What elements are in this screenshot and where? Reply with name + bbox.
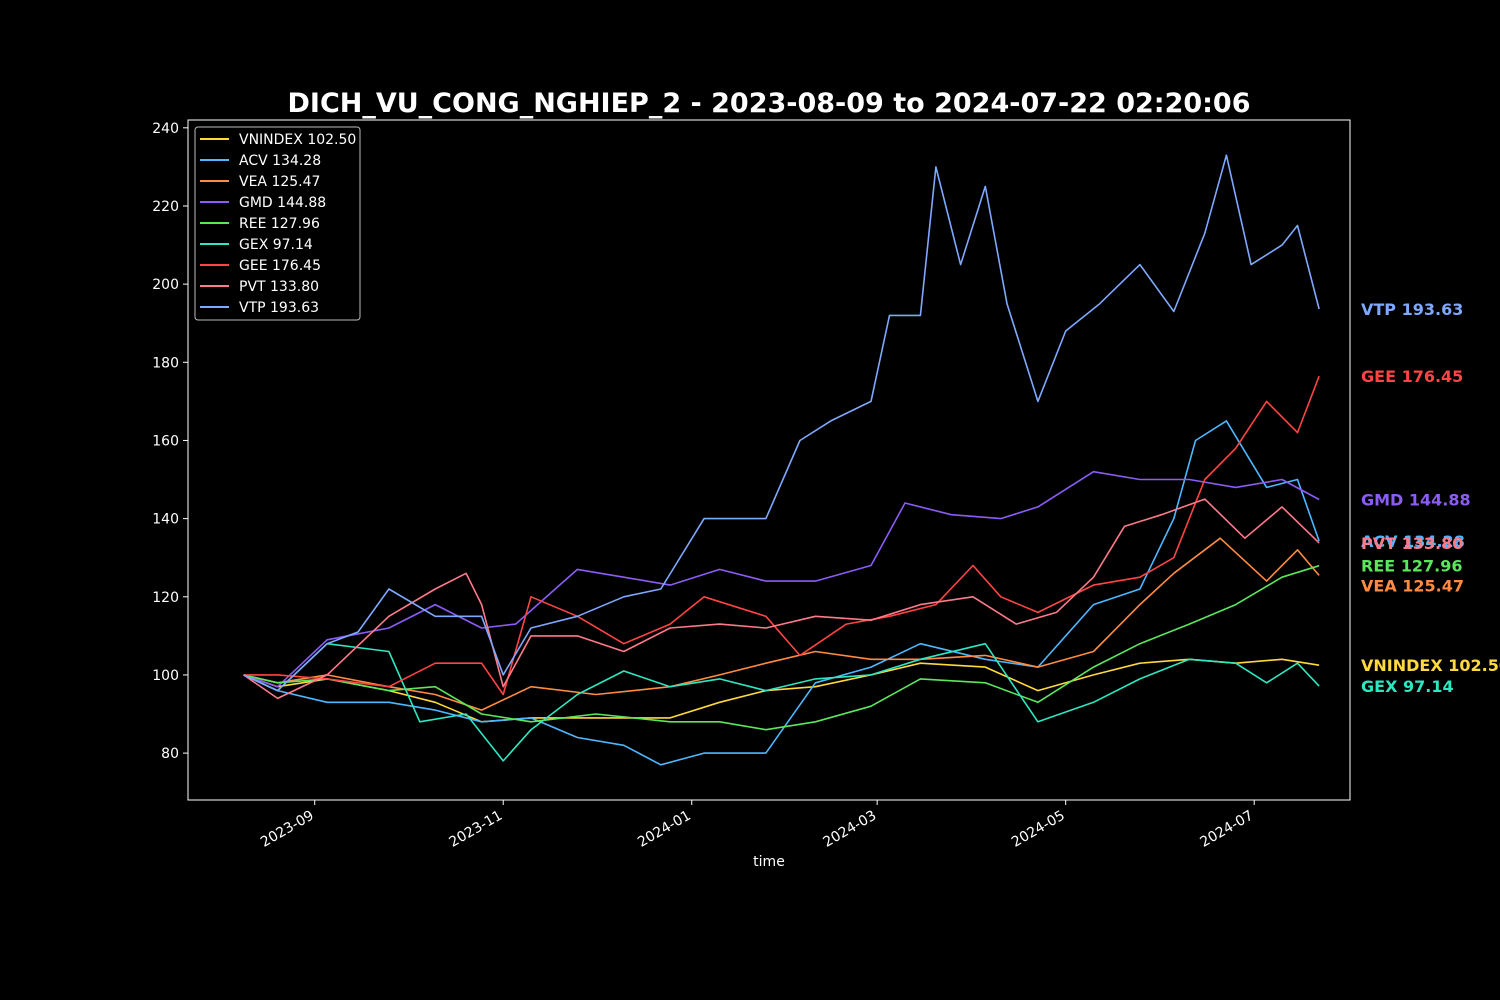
y-tick-label: 140 [152, 512, 179, 528]
plot-frame [187, 119, 1351, 801]
y-tick-label: 180 [152, 355, 179, 371]
series-line-3 [243, 470, 1320, 688]
series-end-labels: VTP 193.63 GEE 176.45 GMD 144.88 ACV 134.28… [1361, 300, 1500, 696]
series-line-2 [243, 537, 1320, 711]
legend-entry: VNINDEX 102.50 [239, 132, 356, 148]
x-axis-label: time [753, 854, 785, 870]
legend-entry: VEA 125.47 [239, 174, 320, 190]
legend-entry: PVT 133.80 [239, 279, 319, 295]
chart-title: DICH_VU_CONG_NGHIEP_2 - 2023-08-09 to 20… [287, 88, 1250, 119]
legend-entry: REE 127.96 [239, 216, 320, 232]
y-tick-label: 240 [152, 121, 179, 137]
series-end-label: ACV 134.28 [1361, 532, 1465, 551]
series-line-6 [243, 375, 1320, 696]
series-line-0 [243, 658, 1320, 723]
series-end-label: GEE 176.45 [1361, 367, 1463, 386]
series-line-5 [243, 642, 1320, 762]
series-end-label: REE 127.96 [1361, 557, 1463, 576]
series-line-4 [243, 564, 1320, 731]
series-end-label: VTP 193.63 [1361, 300, 1463, 319]
y-tick-label: 120 [152, 590, 179, 606]
y-tick-label: 220 [152, 199, 179, 215]
series-lines [243, 154, 1320, 766]
legend-entry: GEE 176.45 [239, 258, 321, 274]
y-tick-label: 160 [152, 433, 179, 449]
y-tick-label: 80 [161, 746, 179, 762]
series-end-label: GEX 97.14 [1361, 677, 1454, 696]
legend-entry: GMD 144.88 [239, 195, 326, 211]
legend: VNINDEX 102.50 ACV 134.28 VEA 125.47 GMD 14… [194, 126, 361, 321]
legend-entry: ACV 134.28 [239, 153, 321, 169]
series-line-7 [243, 498, 1320, 700]
series-end-label: PVT 133.80 [1361, 534, 1463, 553]
series-line-8 [243, 154, 1320, 692]
series-end-label: VEA 125.47 [1361, 577, 1464, 596]
legend-box [194, 126, 361, 321]
legend-entry: GEX 97.14 [239, 237, 313, 253]
legend-entry: VTP 193.63 [239, 300, 319, 316]
y-tick-label: 200 [152, 277, 179, 293]
series-end-label: GMD 144.88 [1361, 491, 1471, 510]
series-line-1 [243, 420, 1320, 766]
series-end-label: VNINDEX 102.50 [1361, 656, 1500, 675]
y-tick-label: 100 [152, 668, 179, 684]
y-axis: 80 100 120 140 160 180 200 220 240 [152, 121, 188, 762]
